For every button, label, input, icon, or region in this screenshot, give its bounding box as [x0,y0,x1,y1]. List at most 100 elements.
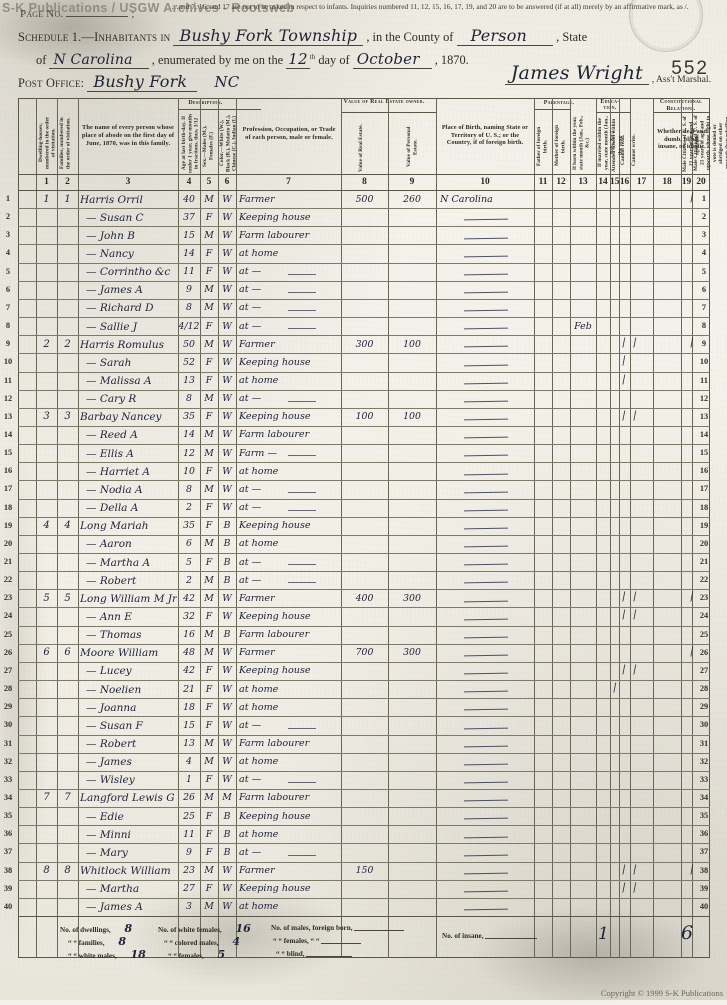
cell-infirmity[interactable] [653,356,681,371]
cell-family-number[interactable] [57,610,78,625]
cell-person-name[interactable]: — Ellis A [86,447,134,460]
cell-person-name[interactable]: — Lucey [86,665,132,678]
cell-married-month[interactable] [596,338,610,353]
cell-married-month[interactable] [596,646,610,661]
cell-sex[interactable]: F [205,828,213,840]
cell-father-foreign[interactable] [534,664,552,679]
cell-sex[interactable]: M [204,284,214,296]
cell-father-foreign[interactable] [534,810,552,825]
cell-married-month[interactable] [596,556,610,571]
cell-occupation[interactable]: at — [239,302,262,314]
cell-married-month[interactable] [596,392,610,407]
cell-born-month[interactable] [570,283,596,298]
cell-person-name[interactable]: — Nancy [86,247,134,260]
cell-father-foreign[interactable] [534,628,552,643]
cell-person-name[interactable]: — Nodia A [86,483,143,496]
cell-born-month[interactable] [570,828,596,843]
cell-person-name[interactable]: — James A [86,901,143,914]
cell-value-real-estate[interactable] [341,664,388,679]
cell-occupation[interactable]: at — [239,574,262,586]
cell-father-foreign[interactable] [534,846,552,861]
cell-married-month[interactable] [596,828,610,843]
cell-person-name[interactable]: — Susan F [86,719,143,732]
cell-dwelling-number[interactable] [36,392,57,407]
cell-sex[interactable]: M [204,483,214,495]
cell-married-month[interactable] [596,719,610,734]
cell-married-month[interactable] [596,864,610,879]
cell-sex[interactable]: M [204,429,214,441]
cell-person-name[interactable]: Barbay Nancey [80,411,162,424]
cell-age[interactable]: 15 [183,719,195,731]
cell-father-foreign[interactable] [534,283,552,298]
cell-value-personal-estate[interactable]: 300 [403,592,421,604]
cell-sex[interactable]: M [204,338,214,350]
cell-age[interactable]: 8 [186,483,192,495]
cell-born-month[interactable] [570,628,596,643]
cell-color[interactable]: W [222,483,232,495]
cell-married-month[interactable] [596,574,610,589]
cell-person-name[interactable]: — Robert [86,574,137,587]
cell-family-number[interactable]: 4 [64,520,71,532]
cell-married-month[interactable] [596,283,610,298]
cell-married-month[interactable] [596,193,610,208]
cell-occupation[interactable]: at home [239,538,279,550]
cell-value-personal-estate[interactable] [388,247,436,262]
cell-occupation[interactable]: at — [239,320,262,332]
cell-sex[interactable]: F [205,375,213,386]
cell-mother-foreign[interactable] [552,193,570,208]
cell-mother-foreign[interactable] [552,864,570,879]
cell-dwelling-number[interactable] [36,556,57,571]
cell-mother-foreign[interactable] [552,356,570,371]
cell-mother-foreign[interactable] [552,211,570,226]
cell-infirmity[interactable] [653,301,681,316]
cell-infirmity[interactable] [653,791,681,806]
cell-person-name[interactable]: — Harriet A [86,465,151,478]
cell-infirmity[interactable] [653,574,681,589]
cell-sex[interactable]: M [204,574,214,586]
cell-color[interactable]: W [222,901,232,913]
cell-value-real-estate[interactable] [341,265,388,280]
cell-sex[interactable]: F [205,846,213,858]
cell-age[interactable]: 50 [183,338,195,350]
cell-father-foreign[interactable] [534,828,552,843]
cell-family-number[interactable] [57,664,78,679]
cell-value-personal-estate[interactable]: 100 [403,338,421,350]
cell-birthplace-ditto-dash[interactable] [463,600,509,602]
cell-born-month[interactable] [570,229,596,244]
cell-value-real-estate[interactable] [341,574,388,589]
cell-born-month[interactable] [570,211,596,226]
cell-infirmity[interactable] [653,374,681,389]
cell-color[interactable]: W [222,701,232,713]
cell-father-foreign[interactable] [534,537,552,552]
cell-dwelling-number[interactable] [36,265,57,280]
cell-mother-foreign[interactable] [552,846,570,861]
cell-born-month[interactable] [570,791,596,806]
cell-married-month[interactable] [596,773,610,788]
cell-infirmity[interactable] [653,320,681,335]
cell-dwelling-number[interactable]: 1 [43,193,50,205]
cell-father-foreign[interactable] [534,737,552,752]
cell-occupation[interactable]: at — [239,719,262,731]
cell-family-number[interactable] [57,755,78,770]
cell-born-month[interactable] [570,428,596,443]
cell-age[interactable]: 13 [183,375,195,386]
cell-mother-foreign[interactable] [552,701,570,716]
cell-born-month[interactable] [570,574,596,589]
cell-color[interactable]: W [222,284,232,296]
cell-infirmity[interactable] [653,646,681,661]
cell-mother-foreign[interactable] [552,628,570,643]
cell-age[interactable]: 8 [186,302,192,314]
cell-occupation[interactable]: at home [239,756,279,768]
cell-value-personal-estate[interactable] [388,374,436,389]
cell-dwelling-number[interactable] [36,483,57,498]
cell-value-real-estate[interactable]: 150 [355,865,374,877]
cell-mother-foreign[interactable] [552,882,570,897]
cell-value-real-estate[interactable] [341,465,388,480]
cell-dwelling-number[interactable] [36,356,57,371]
cell-infirmity[interactable] [653,701,681,716]
cell-color[interactable]: W [222,883,232,895]
cell-family-number[interactable] [57,773,78,788]
cell-value-real-estate[interactable] [341,301,388,316]
cell-age[interactable]: 6 [186,538,192,550]
cell-infirmity[interactable] [653,900,681,915]
